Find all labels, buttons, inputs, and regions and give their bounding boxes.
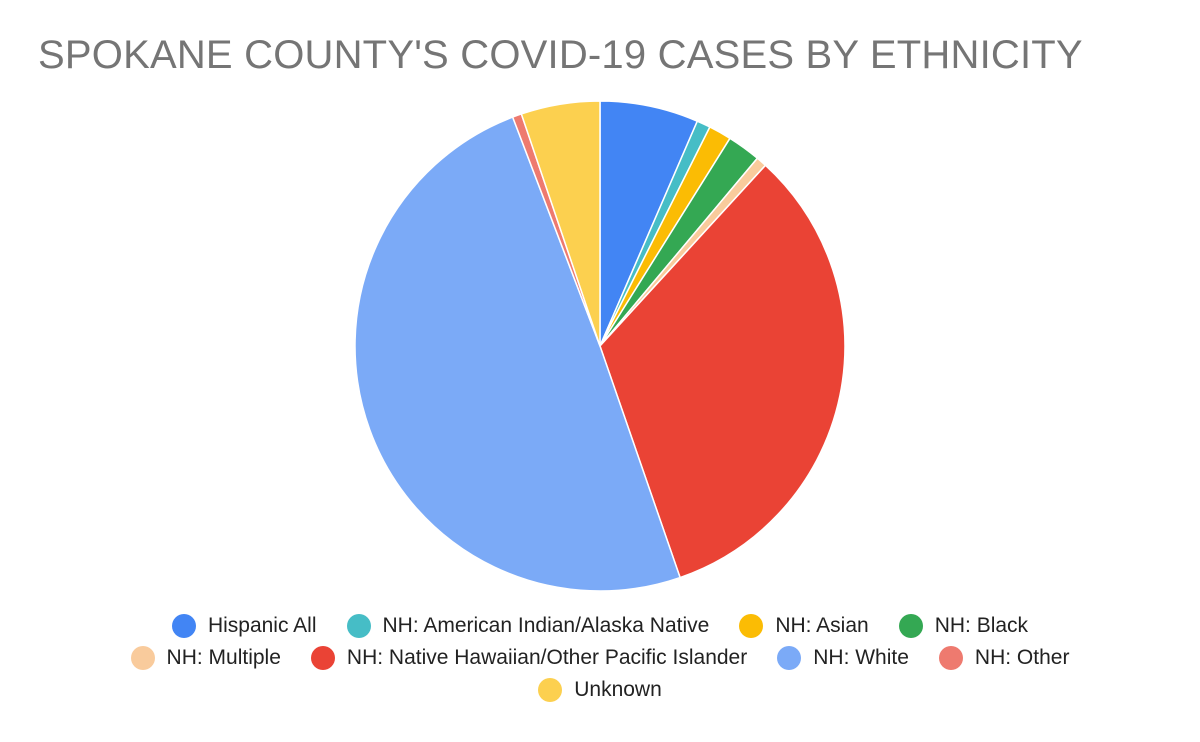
legend-row: NH: Multiple NH: Native Hawaiian/Other P… [0, 642, 1200, 674]
legend-marker-american-indian-alaska-native [346, 614, 371, 638]
legend-marker-native-hawaiian-pacific-islander [310, 646, 335, 670]
legend-marker-multiple [130, 646, 155, 670]
legend-marker-white [777, 646, 802, 670]
legend-label-other: NH: Other [974, 646, 1070, 669]
legend-item-unknown[interactable]: Unknown [538, 678, 662, 702]
legend-label-native-hawaiian-pacific-islander: NH: Native Hawaiian/Other Pacific Island… [346, 646, 748, 669]
legend-label-multiple: NH: Multiple [166, 646, 281, 669]
legend-item-white[interactable]: NH: White [777, 646, 909, 670]
legend-marker-asian [739, 614, 764, 638]
legend-label-hispanic-all: Hispanic All [207, 614, 317, 637]
legend-marker-hispanic-all [171, 614, 196, 638]
legend-label-asian: NH: Asian [775, 614, 869, 637]
pie-slice-unknown[interactable] [520, 100, 601, 347]
legend-item-hispanic-all[interactable]: Hispanic All [171, 614, 317, 638]
legend: Hispanic All NH: American Indian/Alaska … [0, 610, 1200, 706]
legend-item-american-indian-alaska-native[interactable]: NH: American Indian/Alaska Native [346, 614, 710, 638]
pie-slice-white[interactable] [354, 116, 681, 592]
chart-title: SPOKANE COUNTY'S COVID-19 CASES BY ETHNI… [38, 33, 1083, 77]
legend-item-other[interactable]: NH: Other [938, 646, 1070, 670]
legend-marker-other [938, 646, 963, 670]
legend-marker-unknown [538, 678, 563, 702]
legend-row: Hispanic All NH: American Indian/Alaska … [0, 610, 1200, 642]
legend-item-multiple[interactable]: NH: Multiple [130, 646, 281, 670]
legend-row: Unknown [0, 674, 1200, 706]
legend-label-american-indian-alaska-native: NH: American Indian/Alaska Native [382, 614, 710, 637]
legend-label-unknown: Unknown [574, 678, 662, 701]
legend-item-asian[interactable]: NH: Asian [739, 614, 869, 638]
legend-label-white: NH: White [813, 646, 909, 669]
legend-marker-black [898, 614, 923, 638]
legend-label-black: NH: Black [934, 614, 1029, 637]
legend-item-native-hawaiian-pacific-islander[interactable]: NH: Native Hawaiian/Other Pacific Island… [310, 646, 748, 670]
pie-slice-native-hawaiian-other-pacific-islander[interactable] [599, 164, 846, 579]
legend-item-black[interactable]: NH: Black [898, 614, 1029, 638]
